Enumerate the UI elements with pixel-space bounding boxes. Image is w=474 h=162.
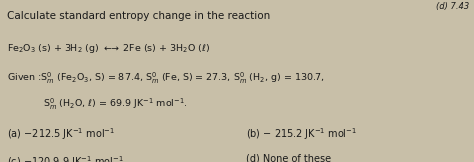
Text: Given :S$^0_m$ (Fe$_2$O$_3$, S) = 87.4, S$^0_m$ (Fe, S) = 27.3, S$^0_m$ (H$_2$, : Given :S$^0_m$ (Fe$_2$O$_3$, S) = 87.4, … <box>7 71 325 86</box>
Text: (c) $-$120.9 9 JK$^{-1}$ mol$^{-1}$: (c) $-$120.9 9 JK$^{-1}$ mol$^{-1}$ <box>7 154 124 162</box>
Text: (a) $-$212.5 JK$^{-1}$ mol$^{-1}$: (a) $-$212.5 JK$^{-1}$ mol$^{-1}$ <box>7 126 115 142</box>
Text: Fe$_2$O$_3$ (s) + 3H$_2$ (g) $\leftarrow\!\!\!\rightarrow$ 2Fe (s) + 3H$_2$O ($\: Fe$_2$O$_3$ (s) + 3H$_2$ (g) $\leftarrow… <box>7 42 210 55</box>
Text: (d) None of these: (d) None of these <box>246 154 332 162</box>
Text: (d) 7.43: (d) 7.43 <box>436 2 469 11</box>
Text: (b) $-$ 215.2 JK$^{-1}$ mol$^{-1}$: (b) $-$ 215.2 JK$^{-1}$ mol$^{-1}$ <box>246 126 357 142</box>
Text: S$^0_m$ (H$_2$O, $\ell$) = 69.9 JK$^{-1}$ mol$^{-1}$.: S$^0_m$ (H$_2$O, $\ell$) = 69.9 JK$^{-1}… <box>43 97 187 112</box>
Text: Calculate standard entropy change in the reaction: Calculate standard entropy change in the… <box>7 11 270 21</box>
